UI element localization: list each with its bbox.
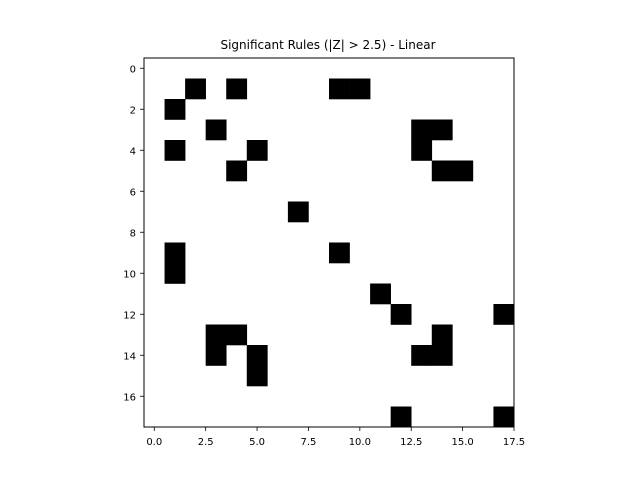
heatmap-cell-r4-c5 bbox=[246, 140, 268, 161]
heatmap-cell-r13-c4 bbox=[226, 324, 248, 346]
heatmap-cell-r14-c5 bbox=[246, 345, 268, 366]
x-tick-label: 2.5 bbox=[198, 437, 214, 448]
heatmap-cell-r2-c1 bbox=[164, 99, 186, 120]
heatmap-cell-r5-c14 bbox=[431, 160, 453, 182]
y-tick-label: 12 bbox=[123, 310, 136, 321]
y-tick-label: 8 bbox=[130, 228, 136, 239]
x-tick-label: 7.5 bbox=[300, 437, 316, 448]
x-axis: 0.0 2.5 5.0 7.5 10.0 12.5 15.0 17.5 bbox=[146, 427, 525, 448]
x-tick-label: 0.0 bbox=[146, 437, 162, 448]
heatmap-cell-r14-c3 bbox=[205, 345, 227, 366]
y-tick-label: 14 bbox=[123, 351, 136, 362]
heatmap-cells bbox=[164, 78, 515, 428]
heatmap-cell-r5-c4 bbox=[226, 160, 248, 182]
heatmap-cell-r3-c13 bbox=[411, 119, 433, 141]
x-tick-label: 10.0 bbox=[349, 437, 371, 448]
heatmap-cell-r12-c12 bbox=[390, 304, 412, 325]
plot-frame bbox=[143, 57, 515, 428]
heatmap-cell-r7-c7 bbox=[287, 201, 309, 223]
heatmap-cell-r1-c9 bbox=[329, 78, 350, 100]
heatmap-cell-r9-c9 bbox=[329, 242, 350, 264]
x-tick-label: 12.5 bbox=[400, 437, 422, 448]
y-tick-label: 16 bbox=[123, 392, 136, 403]
chart-title: Significant Rules (|Z| > 2.5) - Linear bbox=[220, 38, 435, 52]
x-tick-label: 5.0 bbox=[249, 437, 265, 448]
heatmap-cell-r10-c1 bbox=[164, 263, 186, 284]
heatmap-cell-r1-c4 bbox=[226, 78, 248, 100]
heatmap-cell-r17-c12 bbox=[390, 406, 412, 428]
heatmap-cell-r5-c15 bbox=[452, 160, 474, 182]
heatmap-cell-r1-c10 bbox=[349, 78, 371, 100]
heatmap-cell-r3-c14 bbox=[431, 119, 453, 141]
x-tick-label: 15.0 bbox=[451, 437, 473, 448]
heatmap-cell-r14-c13 bbox=[411, 345, 433, 366]
heatmap-cell-r12-c17 bbox=[493, 304, 515, 325]
y-tick-label: 0 bbox=[130, 64, 136, 75]
heatmap-cell-r4-c1 bbox=[164, 140, 186, 161]
y-axis: 0 2 4 6 8 10 12 14 16 bbox=[123, 64, 144, 403]
y-tick-label: 10 bbox=[123, 269, 136, 280]
heatmap-cell-r3-c3 bbox=[205, 119, 227, 141]
heatmap-cell-r13-c3 bbox=[205, 324, 227, 346]
heatmap-cell-r14-c14 bbox=[431, 345, 453, 366]
heatmap-cell-r17-c17 bbox=[493, 406, 515, 428]
y-tick-label: 6 bbox=[130, 187, 136, 198]
y-tick-label: 2 bbox=[130, 105, 136, 116]
y-tick-label: 4 bbox=[130, 146, 136, 157]
heatmap-cell-r11-c11 bbox=[370, 283, 391, 305]
heatmap-cell-r1-c2 bbox=[185, 78, 206, 100]
heatmap-cell-r4-c13 bbox=[411, 140, 433, 161]
heatmap-cell-r13-c14 bbox=[431, 324, 453, 346]
x-tick-label: 17.5 bbox=[503, 437, 525, 448]
heatmap-cell-r15-c5 bbox=[246, 365, 268, 387]
heatmap-cell-r9-c1 bbox=[164, 242, 186, 264]
